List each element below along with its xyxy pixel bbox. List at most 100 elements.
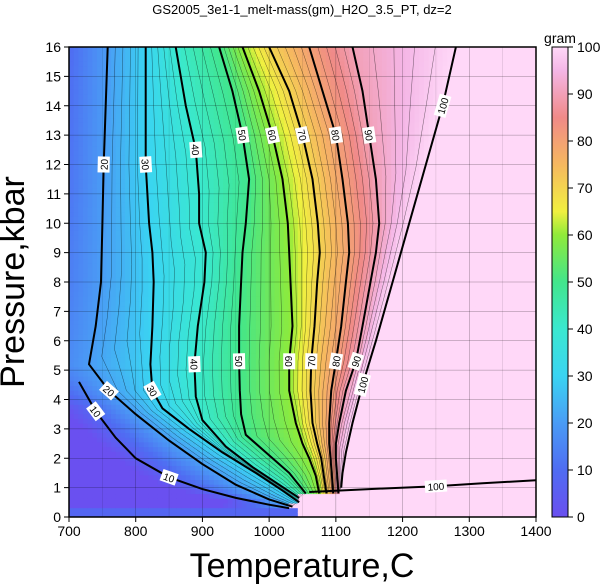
field-cell — [283, 300, 290, 307]
field-cell — [139, 188, 145, 194]
field-cell — [232, 413, 238, 419]
field-cell — [223, 390, 229, 396]
field-cell — [153, 79, 159, 86]
field-cell — [157, 202, 163, 208]
field-cell — [251, 70, 257, 76]
field-cell — [157, 131, 163, 137]
field-cell — [153, 141, 159, 147]
field-cell — [176, 479, 182, 485]
field-cell — [190, 282, 196, 288]
field-cell — [83, 329, 89, 335]
field-cell — [167, 371, 173, 377]
field-cell — [78, 267, 84, 274]
field-cell — [251, 502, 257, 509]
field-cell — [209, 56, 215, 62]
field-cell — [213, 300, 220, 307]
field-cell — [129, 305, 135, 311]
field-cell — [255, 267, 262, 274]
field-cell — [232, 455, 238, 462]
field-cell — [92, 94, 98, 100]
field-cell — [162, 437, 168, 443]
field-cell — [92, 455, 98, 462]
field-cell — [190, 263, 196, 269]
field-cell — [297, 188, 304, 194]
field-cell — [87, 432, 93, 438]
field-cell — [171, 216, 178, 222]
field-cell — [106, 366, 112, 372]
field-cell — [87, 126, 93, 133]
field-cell — [125, 56, 131, 62]
field-cell — [129, 361, 135, 368]
field-cell — [274, 418, 280, 424]
field-cell — [167, 61, 173, 67]
field-cell — [260, 371, 266, 377]
field-cell — [283, 470, 290, 476]
field-cell — [260, 211, 266, 217]
field-cell — [83, 502, 89, 509]
field-cell — [241, 484, 248, 490]
field-cell — [260, 310, 266, 316]
field-cell — [101, 277, 107, 283]
field-cell — [251, 277, 257, 283]
field-cell — [176, 150, 182, 156]
field-cell — [106, 253, 112, 260]
field-cell — [223, 225, 229, 231]
field-cell — [129, 70, 135, 76]
field-cell — [92, 507, 98, 513]
field-cell — [171, 103, 178, 109]
field-cell — [101, 507, 107, 513]
field-cell — [143, 399, 149, 405]
field-cell — [209, 376, 215, 382]
field-cell — [73, 455, 79, 462]
field-cell — [139, 131, 145, 137]
field-cell — [213, 169, 220, 175]
field-cell — [111, 310, 117, 316]
field-cell — [241, 277, 248, 283]
field-cell — [223, 343, 229, 349]
field-cell — [209, 347, 215, 354]
field-cell — [134, 61, 140, 67]
field-cell — [190, 300, 196, 307]
field-cell — [274, 432, 280, 438]
field-cell — [269, 310, 276, 316]
field-cell — [101, 314, 107, 321]
field-cell — [73, 56, 79, 62]
field-cell — [241, 319, 248, 325]
field-cell — [120, 380, 126, 386]
field-cell — [83, 267, 89, 274]
field-cell — [265, 305, 271, 311]
field-cell — [171, 324, 178, 330]
field-cell — [111, 155, 117, 161]
field-cell — [167, 437, 173, 443]
field-cell — [148, 282, 154, 288]
field-cell — [251, 385, 257, 391]
field-cell — [246, 432, 252, 438]
field-cell — [269, 451, 276, 457]
field-cell — [227, 484, 234, 490]
field-cell — [171, 404, 178, 410]
field-cell — [185, 277, 192, 283]
field-cell — [185, 333, 192, 339]
field-cell — [209, 324, 215, 330]
field-cell — [162, 192, 168, 198]
field-cell — [167, 286, 173, 292]
field-cell — [120, 94, 126, 100]
field-cell — [181, 333, 187, 339]
field-cell — [106, 84, 112, 90]
field-cell — [204, 446, 210, 452]
field-cell — [241, 164, 248, 170]
field-cell — [269, 390, 276, 396]
field-cell — [83, 347, 89, 354]
field-cell — [185, 305, 192, 311]
field-cell — [288, 155, 294, 161]
field-cell — [139, 446, 145, 452]
field-cell — [195, 84, 201, 90]
field-cell — [139, 173, 145, 180]
field-cell — [83, 98, 89, 104]
field-cell — [223, 498, 229, 504]
field-cell — [269, 437, 276, 443]
field-cell — [288, 465, 294, 471]
field-cell — [87, 493, 93, 499]
field-cell — [69, 380, 75, 386]
field-cell — [190, 324, 196, 330]
